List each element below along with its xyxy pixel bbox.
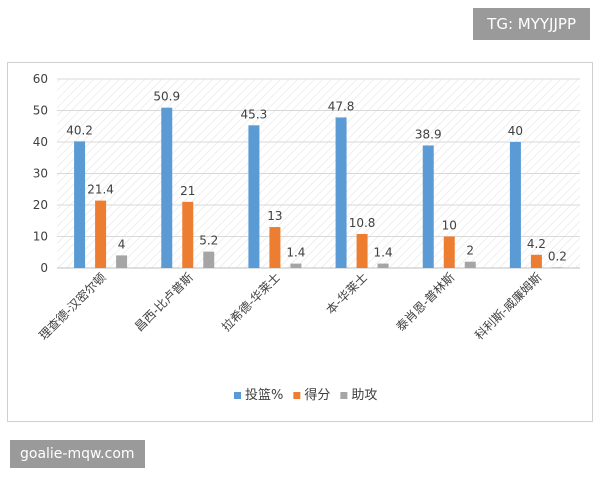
bar-1: [161, 107, 173, 268]
y-tick-label: 0: [40, 261, 48, 275]
data-label: 1.4: [374, 246, 393, 260]
x-axis-categories: 理查德-汉密尔顿 昌西-比卢普斯 拉希德-华莱士 本-华莱士 泰肖恩-普林斯 科利斯-威廉…: [36, 270, 545, 343]
y-tick-label: 50: [33, 104, 48, 118]
x-tick-label: 科利斯-威廉姆斯: [471, 270, 544, 343]
bar-3: [377, 263, 389, 268]
legend-swatch: [234, 392, 241, 399]
data-label: 4: [118, 237, 126, 251]
data-label: 10: [442, 219, 457, 233]
legend-swatch: [293, 392, 301, 399]
data-labels: 40.2 21.4 4 50.9 21 5.2 45.3 13 1.4 47.8 10.8 1.4 38…: [66, 90, 567, 264]
y-tick-label: 60: [33, 72, 48, 86]
legend-label: 得分: [304, 387, 330, 403]
x-tick-label: 本-华莱士: [323, 270, 370, 317]
bar-1: [509, 142, 521, 268]
bar-1: [248, 125, 260, 269]
data-label: 40.2: [66, 123, 93, 137]
bar-3: [203, 251, 215, 268]
bars: [74, 107, 563, 269]
bar-3: [290, 263, 302, 268]
legend-label: 投篮%: [245, 387, 283, 403]
bar-3: [116, 255, 128, 268]
watermark-bottom: goalie-mqw.com: [10, 440, 145, 468]
y-axis-ticks: 0 10 20 30 40 50 60: [33, 72, 48, 275]
data-label: 45.3: [241, 107, 268, 121]
bar-1: [74, 141, 86, 268]
data-label: 40: [508, 124, 523, 138]
y-tick-label: 20: [33, 198, 48, 212]
bar-1: [335, 117, 347, 269]
bar-2: [182, 201, 194, 268]
data-label: 47.8: [328, 99, 355, 113]
x-tick-label: 昌西-比卢普斯: [131, 270, 196, 335]
data-label: 13: [267, 209, 282, 223]
legend-label: 助攻: [351, 388, 377, 403]
legend-swatch: [340, 392, 348, 399]
data-label: 2: [466, 244, 474, 258]
data-label: 5.2: [199, 234, 218, 248]
gridlines: [57, 78, 580, 269]
bar-3: [464, 261, 476, 268]
data-label: 10.8: [349, 216, 376, 230]
data-label: 21: [180, 184, 195, 198]
y-tick-label: 10: [33, 230, 48, 244]
data-label: 38.9: [415, 127, 442, 141]
data-label: 0.2: [548, 249, 567, 263]
bar-2: [95, 200, 107, 268]
data-label: 4.2: [527, 237, 546, 251]
x-tick-label: 理查德-汉密尔顿: [36, 270, 109, 343]
legend: 投篮% 得分 助攻: [234, 387, 377, 403]
bar-2: [269, 227, 281, 268]
data-label: 50.9: [153, 90, 180, 104]
bar-1: [422, 145, 434, 268]
bar-2: [530, 254, 542, 268]
chart-frame: 0 10 20 30 40 50 60 40.2 21.4 4 50.9 21 5.2 45.3 13 1.…: [7, 62, 593, 422]
y-tick-label: 30: [33, 167, 48, 181]
bar-3: [551, 267, 563, 268]
data-label: 21.4: [87, 183, 114, 197]
x-tick-label: 拉希德-华莱士: [218, 270, 283, 335]
y-tick-label: 40: [33, 135, 48, 149]
data-label: 1.4: [286, 246, 305, 260]
x-tick-label: 泰肖恩-普林斯: [393, 270, 457, 334]
bar-2: [356, 233, 368, 268]
watermark-top: TG: MYYJJPP: [473, 8, 590, 40]
bar-2: [443, 236, 455, 268]
